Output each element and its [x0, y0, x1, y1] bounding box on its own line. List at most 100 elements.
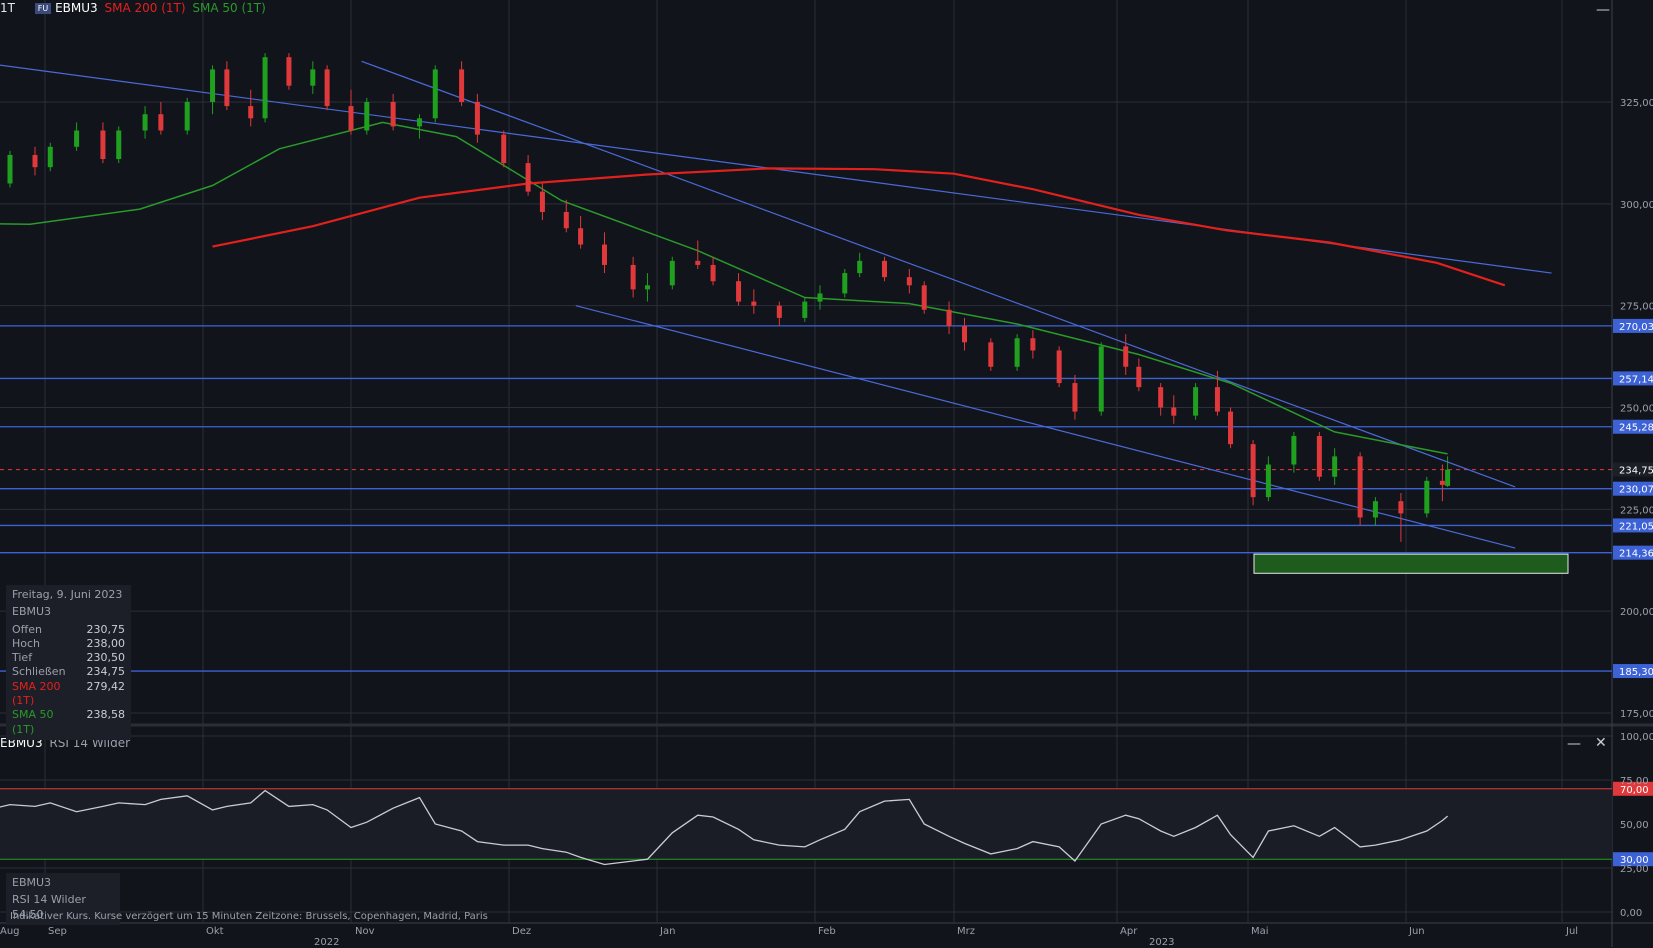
candle-body [184, 102, 190, 131]
candle-body [539, 191, 545, 212]
symbol-label[interactable]: EBMU3 [55, 1, 98, 15]
rsi-pane: 70,00 30,00 [0, 781, 1653, 867]
candle-body [364, 102, 370, 131]
month-label: Feb [818, 926, 836, 937]
sma50-line [0, 121, 1448, 455]
candle-body [142, 114, 148, 131]
month-label: Apr [1120, 926, 1138, 937]
candle-body [432, 69, 438, 119]
candle-body [1214, 387, 1220, 412]
level-badge-label: 257,14 [1619, 374, 1653, 385]
candle-body [736, 281, 742, 302]
info-row: SMA 50 (1T) 238,58 [12, 708, 125, 737]
month-label: Nov [355, 926, 375, 937]
candle-body [1030, 338, 1036, 351]
candle-body [882, 260, 887, 278]
candle-body [210, 69, 216, 102]
rsi-info-symbol: EBMU3 [12, 876, 52, 889]
candle-body [710, 264, 716, 282]
price-tick-label: 175,00 [1620, 709, 1653, 720]
candle-body [1424, 480, 1430, 514]
month-label: Mrz [957, 926, 975, 937]
candle-body [100, 130, 106, 160]
info-row: Schließen 234,75 [12, 665, 125, 679]
month-label: Jul [1566, 926, 1579, 937]
info-date: Freitag, 9. Juni 2023 [12, 588, 123, 601]
candle-body [1193, 387, 1199, 416]
candle-body [501, 134, 507, 164]
minimize-icon[interactable]: — [1596, 2, 1610, 18]
month-label: Jun [1409, 926, 1425, 937]
info-row-value: 238,00 [86, 636, 126, 650]
level-badge [1613, 371, 1653, 386]
info-row-label: Tief [12, 651, 33, 665]
candle-body [248, 106, 254, 119]
info-row-value: 230,75 [86, 622, 126, 636]
trendline [361, 60, 1516, 488]
rsi-tick-label: 100,00 [1620, 732, 1653, 743]
price-tick-label: 200,00 [1620, 607, 1653, 618]
candle-body [644, 285, 650, 290]
trendline [0, 64, 1552, 274]
info-row-label: Hoch [12, 636, 41, 650]
month-label: Okt [206, 926, 224, 937]
price-tick-label: 250,00 [1620, 404, 1653, 415]
feed-badge: FU [34, 3, 52, 14]
info-row-value: 279,42 [86, 679, 126, 693]
sma200-line [212, 167, 1506, 287]
level-badge-label: 185,30 [1619, 667, 1653, 678]
sma200-legend[interactable]: SMA 200 (1T) [104, 1, 186, 15]
month-label: Mai [1251, 926, 1269, 937]
candle-body [842, 273, 848, 294]
candle-body [1291, 436, 1297, 465]
candle-body [563, 211, 569, 229]
candle-body [578, 228, 584, 245]
candle-body [158, 114, 164, 131]
candle-body [906, 277, 912, 286]
candle-body [751, 301, 757, 306]
candle-body [1072, 383, 1078, 412]
rsi-tick-label: 0,00 [1620, 908, 1642, 919]
level-badge-label: 245,28 [1619, 423, 1653, 434]
candle-body [988, 342, 994, 367]
month-label: Jan [660, 926, 676, 937]
candle-body [1098, 346, 1104, 412]
candle-body [1445, 469, 1451, 486]
candle-body [262, 57, 268, 119]
rsi-band [0, 788, 1612, 860]
info-row-label: SMA 50 (1T) [12, 708, 54, 736]
level-badge [1613, 664, 1653, 679]
candle-body [802, 301, 808, 318]
candle-body [1439, 480, 1445, 485]
info-symbol: EBMU3 [12, 605, 52, 619]
month-label: Aug [0, 926, 20, 937]
candle-body [390, 102, 396, 127]
candle-body [1171, 407, 1177, 416]
price-tick-label: 275,00 [1620, 302, 1653, 313]
info-row-value: 238,58 [86, 708, 126, 722]
candle-body [348, 106, 354, 131]
candle-body [1332, 456, 1338, 477]
year-label: 2023 [1149, 937, 1175, 948]
candlesticks [7, 53, 1451, 542]
candle-body [1014, 338, 1020, 367]
rsi-line [0, 789, 1449, 866]
sma50-legend[interactable]: SMA 50 (1T) [192, 1, 266, 15]
close-icon[interactable]: ✕ [1595, 735, 1607, 751]
candle-body [669, 260, 675, 286]
candle-body [1316, 436, 1322, 477]
year-label: 2022 [314, 937, 340, 948]
level-badge [1613, 419, 1653, 434]
candle-body [1056, 350, 1062, 384]
level-badge [1613, 545, 1653, 560]
info-row: Tief 230,50 [12, 651, 125, 665]
month-label: Dez [512, 926, 532, 937]
minimize-icon[interactable]: — [1567, 736, 1581, 752]
candle-body [1265, 464, 1271, 498]
candle-body [1372, 501, 1378, 518]
horizontal-levels: 270,03 257,14 245,28 230,07 221,05 214,36 185,… [0, 318, 1653, 679]
candle-body [416, 118, 422, 127]
interval-label[interactable]: 1T [0, 1, 15, 15]
